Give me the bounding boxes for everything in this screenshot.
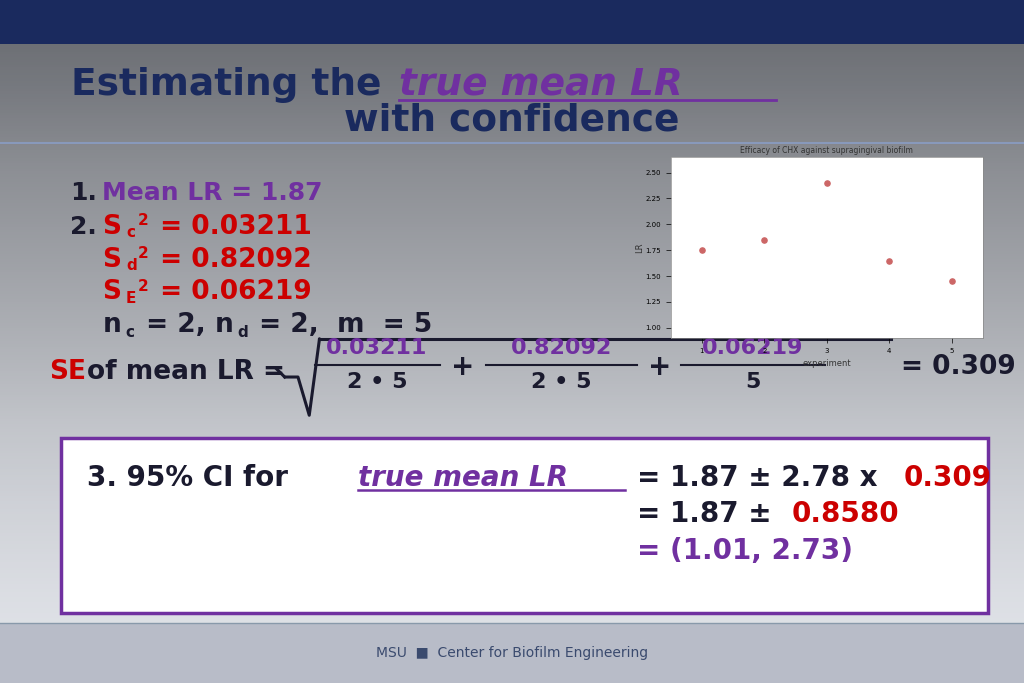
Text: = 2,: = 2,: [137, 312, 206, 338]
Point: [694, 245, 711, 255]
Text: true mean LR: true mean LR: [358, 464, 568, 492]
Text: with confidence: with confidence: [344, 102, 680, 138]
Text: E: E: [126, 291, 136, 306]
Text: S: S: [102, 279, 122, 305]
Text: 2: 2: [138, 246, 148, 261]
Text: = (1.01, 2.73): = (1.01, 2.73): [637, 538, 853, 565]
Text: 2 • 5: 2 • 5: [530, 372, 592, 393]
Text: MSU  ■  Center for Biofilm Engineering: MSU ■ Center for Biofilm Engineering: [376, 646, 648, 660]
Text: +: +: [648, 353, 671, 380]
Text: 1.: 1.: [70, 180, 96, 205]
Text: = 1.87 ±: = 1.87 ±: [637, 500, 781, 527]
Text: n: n: [215, 312, 233, 338]
Text: n: n: [102, 312, 121, 338]
Text: Estimating the: Estimating the: [71, 67, 394, 102]
Text: = 0.06219: = 0.06219: [151, 279, 311, 305]
Point: [944, 276, 961, 287]
Text: 2 • 5: 2 • 5: [346, 372, 408, 393]
Text: S: S: [102, 214, 122, 240]
Text: = 0.309: = 0.309: [901, 354, 1016, 380]
Text: of mean LR =: of mean LR =: [87, 359, 285, 385]
Text: d: d: [126, 258, 136, 273]
X-axis label: experiment: experiment: [803, 359, 851, 368]
Point: [881, 255, 897, 266]
Y-axis label: LR: LR: [635, 242, 644, 253]
FancyBboxPatch shape: [0, 0, 1024, 44]
Text: 2.: 2.: [70, 214, 96, 239]
Text: 2: 2: [138, 213, 148, 228]
Title: Efficacy of CHX against supragingival biofilm: Efficacy of CHX against supragingival bi…: [740, 146, 913, 155]
Text: = 0.82092: = 0.82092: [151, 247, 311, 273]
FancyBboxPatch shape: [0, 623, 1024, 683]
Text: 0.06219: 0.06219: [702, 338, 803, 359]
Text: d: d: [238, 325, 248, 340]
Text: 3. 95% CI for: 3. 95% CI for: [87, 464, 298, 492]
Text: = 2,  m  = 5: = 2, m = 5: [250, 312, 432, 338]
Point: [819, 178, 836, 189]
Text: 0.8580: 0.8580: [792, 500, 899, 527]
FancyBboxPatch shape: [61, 438, 988, 613]
Text: = 0.03211: = 0.03211: [151, 214, 311, 240]
Text: 5: 5: [744, 372, 761, 393]
Text: S: S: [102, 247, 122, 273]
Text: Mean LR = 1.87: Mean LR = 1.87: [102, 180, 323, 205]
Text: 0.309: 0.309: [903, 464, 991, 492]
Text: 0.03211: 0.03211: [327, 338, 427, 359]
Text: 2: 2: [138, 279, 148, 294]
Text: c: c: [125, 325, 134, 340]
Text: SE: SE: [49, 359, 86, 385]
Text: c: c: [126, 225, 135, 240]
Text: 0.82092: 0.82092: [511, 338, 611, 359]
Text: +: +: [452, 353, 474, 380]
Text: true mean LR: true mean LR: [399, 67, 683, 102]
Text: = 1.87 ± 2.78 x: = 1.87 ± 2.78 x: [637, 464, 887, 492]
Point: [756, 234, 773, 245]
